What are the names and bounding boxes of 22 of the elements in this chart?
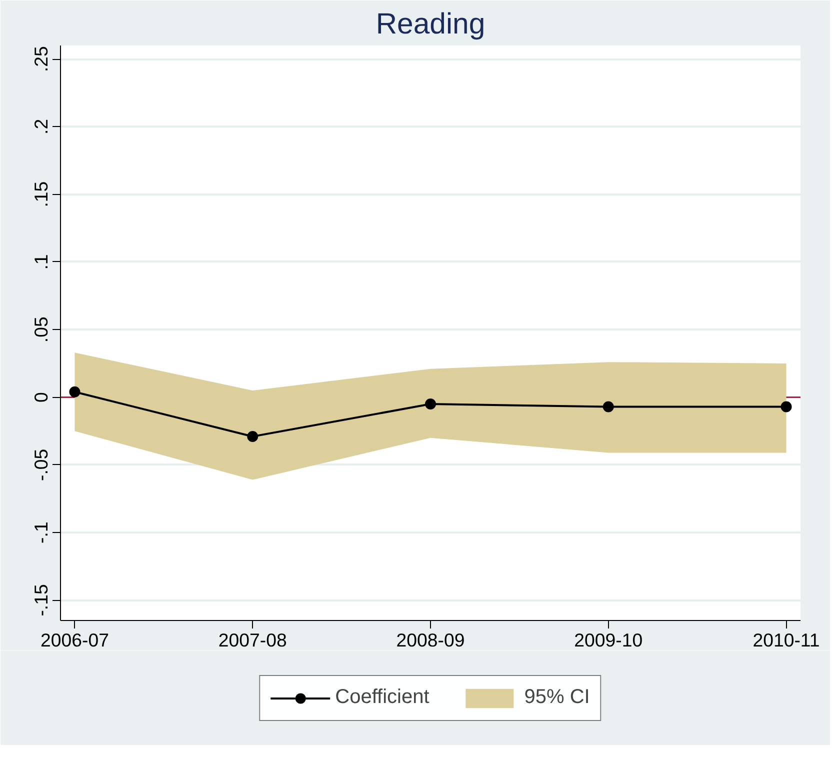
x-tick-label: 2007-08 [218, 630, 287, 650]
x-tick-label: 2008-09 [396, 630, 465, 650]
y-tick-label: .25 [30, 46, 52, 72]
x-tick-label: 2009-10 [574, 630, 643, 650]
point [602, 401, 614, 412]
y-tick-label: .15 [30, 181, 52, 208]
point [69, 386, 80, 398]
x-tick-label: 2010-11 [752, 630, 820, 650]
point [780, 401, 792, 412]
x-tick-label: 2006-07 [40, 630, 109, 650]
y-tick-label: -.1 [30, 522, 52, 544]
y-tick-label: -.05 [30, 448, 52, 481]
y-tick-label: 0 [30, 392, 52, 402]
point [247, 431, 258, 442]
y-tick-label: .1 [30, 254, 52, 270]
legend-label: 95% CI [524, 686, 590, 709]
legend-label: Coefficient [335, 686, 430, 709]
y-tick-label: .2 [30, 118, 52, 134]
point [425, 398, 436, 410]
chart-title: Reading [376, 8, 486, 40]
y-tick-label: .05 [30, 316, 52, 343]
y-tick-label: -.15 [30, 584, 52, 616]
